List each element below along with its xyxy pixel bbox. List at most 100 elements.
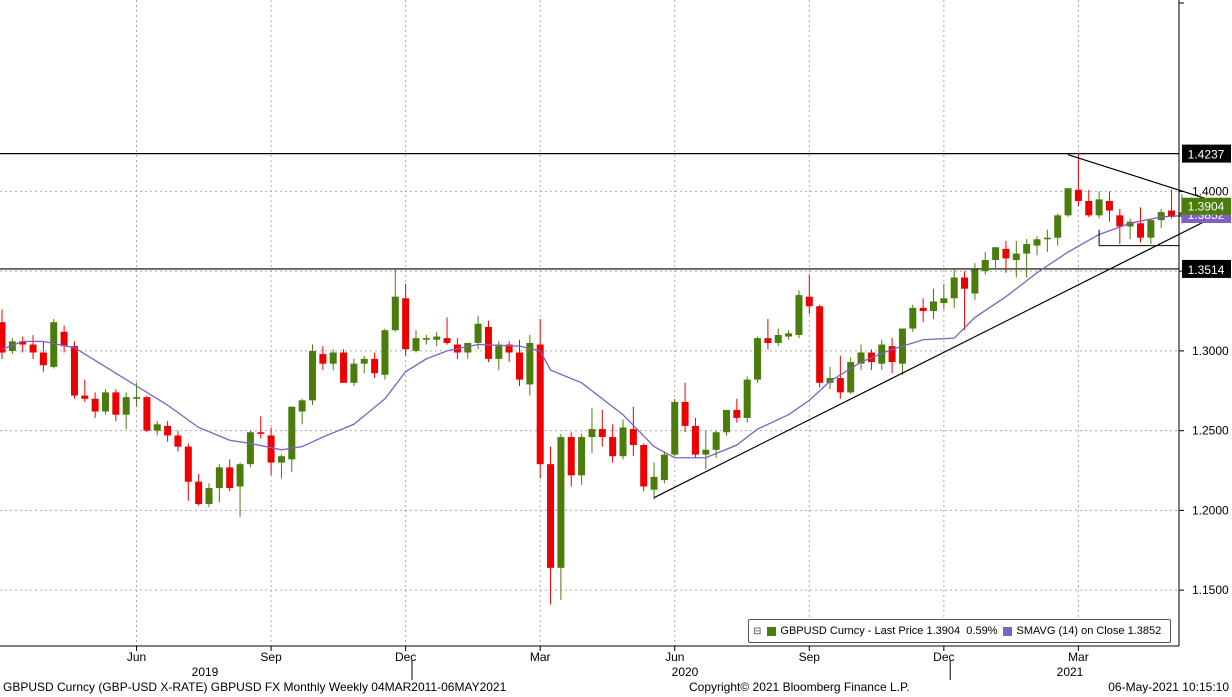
candle-body: [19, 341, 27, 345]
candle-body: [360, 358, 368, 364]
candle-body: [257, 432, 265, 434]
y-tick-label: 1.3000: [1192, 344, 1229, 358]
candle-body: [474, 323, 482, 343]
candle-body: [629, 429, 637, 446]
candle-body: [598, 429, 606, 438]
candle-body: [122, 397, 130, 415]
candle-body: [215, 467, 223, 489]
horizontal-levels: [0, 153, 1179, 270]
grid-lines: [0, 0, 1179, 646]
candle-body: [1054, 215, 1062, 238]
candle-body: [919, 307, 927, 312]
minus-box-icon[interactable]: ⊟: [753, 625, 762, 637]
candle-body: [1033, 239, 1041, 246]
candle-body: [1074, 189, 1082, 201]
candle-body: [277, 456, 285, 463]
x-year-label: 2019: [192, 665, 219, 679]
candle-body: [143, 397, 151, 431]
x-month-label: Jun: [127, 650, 146, 664]
candle-body: [39, 352, 47, 366]
candle-body: [164, 425, 172, 436]
candle-body: [681, 401, 689, 426]
sma-polyline: [1, 214, 1193, 459]
trend-line: [653, 211, 1224, 499]
candle-body: [671, 401, 679, 455]
candle-body: [464, 342, 472, 353]
candle-body: [184, 446, 192, 482]
candle-body: [609, 437, 617, 457]
sma-legend-value: 1.3852: [1127, 625, 1162, 637]
candle-body: [557, 437, 565, 568]
candle-body: [422, 338, 430, 340]
candle-body: [205, 488, 213, 505]
candle-body: [1012, 253, 1020, 260]
candle-body: [940, 298, 948, 304]
candle-body: [391, 296, 399, 331]
candle-body: [484, 326, 492, 359]
candle-body: [1085, 200, 1093, 216]
candle-body: [246, 432, 254, 465]
x-year-label: 2020: [672, 665, 699, 679]
candle-body: [1023, 244, 1031, 254]
candle-body: [930, 301, 937, 312]
x-month-label: Dec: [933, 650, 954, 664]
candle-body: [1168, 210, 1176, 217]
candle-body: [381, 330, 389, 375]
candle-body: [226, 467, 234, 489]
level-tag-label: 1.3514: [1188, 263, 1225, 277]
candle-body: [516, 352, 523, 380]
candle-body: [1126, 221, 1134, 227]
sma-legend-swatch: [1003, 626, 1013, 636]
candle-body: [50, 322, 58, 367]
candle-body: [174, 435, 182, 447]
candle-body: [743, 379, 751, 418]
candle-body: [971, 269, 979, 294]
price-legend-swatch: [767, 626, 777, 636]
trend-lines: [653, 154, 1224, 499]
candle-body: [847, 362, 855, 393]
candle-body: [619, 427, 627, 457]
candle-body: [433, 336, 441, 340]
candle-body: [1116, 215, 1124, 227]
candle-body: [402, 298, 410, 350]
candle-body: [60, 331, 68, 347]
candle-body: [702, 449, 710, 455]
candle-body: [1002, 248, 1010, 259]
candle-body: [1137, 223, 1144, 238]
level-tag: [1182, 144, 1231, 163]
candle-body: [536, 344, 544, 465]
candle-body: [712, 432, 720, 450]
candle-body: [319, 354, 327, 364]
candle-body: [1105, 200, 1113, 211]
candle-body: [412, 338, 420, 351]
candle-body: [992, 247, 1000, 260]
candle-body: [267, 435, 275, 463]
candle-body: [816, 306, 824, 383]
y-tick-label: 1.2500: [1192, 424, 1229, 438]
candle-body: [443, 338, 451, 343]
candle-body: [950, 277, 958, 299]
candle-body: [329, 352, 337, 364]
price-legend-label: GBPUSD Curncy - Last Price: [780, 625, 924, 637]
candle-body: [774, 334, 782, 343]
y-tick-label: 1.2000: [1192, 503, 1229, 517]
sma-line: [1, 214, 1193, 459]
candle-body: [112, 392, 120, 415]
footer-copyright: Copyright© 2021 Bloomberg Finance L.P.: [689, 680, 910, 694]
candle-body: [29, 344, 37, 353]
candle-body: [288, 406, 296, 460]
level-tag-label: 1.4237: [1188, 148, 1225, 162]
last-price-tag: [1182, 197, 1231, 215]
candle-body: [8, 341, 16, 351]
x-month-label: Mar: [1068, 650, 1089, 664]
candle-body: [961, 277, 969, 289]
x-month-label: Sep: [799, 650, 821, 664]
candle-body: [298, 400, 306, 412]
chart-legend[interactable]: ⊟ GBPUSD Curncy - Last Price 1.3904 0.59…: [748, 619, 1171, 643]
candle-body: [785, 333, 793, 337]
footer-timestamp: 06-May-2021 10:15:10: [1108, 680, 1229, 694]
candle-body: [153, 424, 161, 431]
